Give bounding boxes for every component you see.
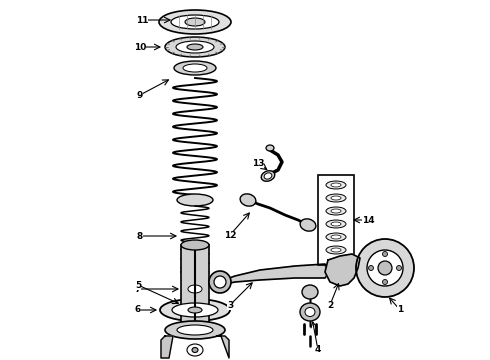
Ellipse shape <box>305 307 315 316</box>
Ellipse shape <box>331 248 341 252</box>
Ellipse shape <box>326 233 346 241</box>
Polygon shape <box>161 336 173 358</box>
Text: 1: 1 <box>397 306 403 315</box>
Ellipse shape <box>300 303 320 321</box>
Ellipse shape <box>183 64 207 72</box>
Text: 11: 11 <box>136 15 148 24</box>
Ellipse shape <box>331 235 341 239</box>
Ellipse shape <box>331 183 341 187</box>
Ellipse shape <box>326 207 346 215</box>
Text: 10: 10 <box>134 42 146 51</box>
Ellipse shape <box>159 10 231 34</box>
Text: 6: 6 <box>135 306 141 315</box>
Text: 2: 2 <box>327 301 333 310</box>
Ellipse shape <box>187 44 203 50</box>
Ellipse shape <box>368 266 373 270</box>
Text: 12: 12 <box>224 230 236 239</box>
Ellipse shape <box>185 18 205 26</box>
Ellipse shape <box>383 252 388 257</box>
Text: 3: 3 <box>227 301 233 310</box>
Ellipse shape <box>261 171 275 181</box>
Ellipse shape <box>165 37 225 57</box>
Ellipse shape <box>331 209 341 213</box>
Ellipse shape <box>331 196 341 200</box>
Ellipse shape <box>181 267 209 277</box>
Ellipse shape <box>177 325 213 335</box>
Ellipse shape <box>177 194 213 206</box>
Ellipse shape <box>240 194 256 206</box>
Text: 9: 9 <box>137 90 143 99</box>
Text: 7: 7 <box>135 284 141 293</box>
Ellipse shape <box>383 279 388 284</box>
Ellipse shape <box>326 194 346 202</box>
Ellipse shape <box>182 281 208 297</box>
Ellipse shape <box>209 271 231 293</box>
Ellipse shape <box>264 173 272 179</box>
Ellipse shape <box>188 285 202 293</box>
Ellipse shape <box>326 220 346 228</box>
Polygon shape <box>218 264 328 284</box>
Ellipse shape <box>181 240 209 250</box>
Text: 5: 5 <box>135 280 141 289</box>
Ellipse shape <box>300 219 316 231</box>
Ellipse shape <box>396 266 401 270</box>
Ellipse shape <box>266 145 274 151</box>
Ellipse shape <box>331 222 341 226</box>
Text: 14: 14 <box>362 216 374 225</box>
Ellipse shape <box>176 41 214 53</box>
Bar <box>181 245 209 330</box>
Text: 13: 13 <box>252 158 264 167</box>
Ellipse shape <box>367 250 403 286</box>
Ellipse shape <box>165 321 225 339</box>
Text: 4: 4 <box>315 346 321 355</box>
Bar <box>318 175 354 265</box>
Polygon shape <box>325 254 360 286</box>
Ellipse shape <box>188 307 202 313</box>
Ellipse shape <box>192 347 198 352</box>
Ellipse shape <box>214 276 226 288</box>
Ellipse shape <box>302 285 318 299</box>
Polygon shape <box>217 336 229 358</box>
Text: 8: 8 <box>137 231 143 240</box>
Ellipse shape <box>326 181 346 189</box>
Ellipse shape <box>160 299 230 321</box>
Ellipse shape <box>378 261 392 275</box>
Ellipse shape <box>326 246 346 254</box>
Ellipse shape <box>174 61 216 75</box>
Ellipse shape <box>356 239 414 297</box>
Ellipse shape <box>171 15 219 29</box>
Ellipse shape <box>187 344 203 356</box>
Ellipse shape <box>172 303 218 317</box>
